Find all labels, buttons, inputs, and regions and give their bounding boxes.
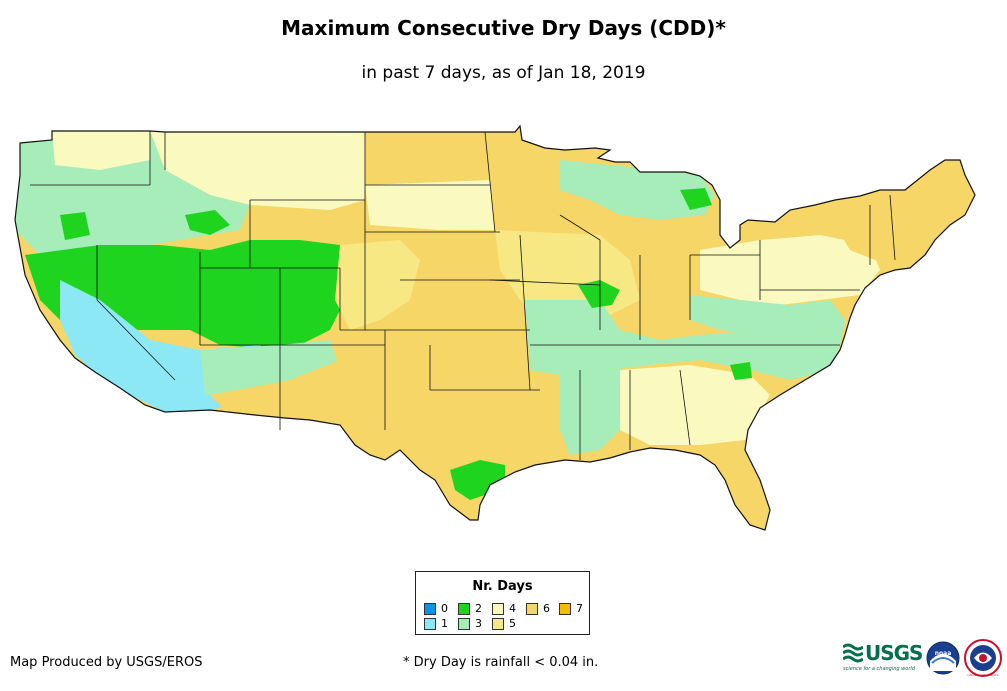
agency-logos: USGS science for a changing world noaa n…	[843, 637, 1003, 681]
noaa-logo-text: noaa	[935, 650, 952, 657]
legend-swatch-2	[458, 603, 470, 615]
noaa-logo-icon: noaa	[926, 641, 960, 675]
legend-swatch-6	[526, 603, 538, 615]
credit-text: Map Produced by USGS/EROS	[10, 655, 203, 670]
legend-title: Nr. Days	[472, 579, 533, 594]
legend-swatch-1	[424, 618, 436, 630]
usgs-logo-icon	[843, 643, 863, 663]
footnote-text: * Dry Day is rainfall < 0.04 in.	[403, 655, 599, 670]
usgs-tagline: science for a changing world	[843, 666, 915, 672]
legend-swatch-3	[458, 618, 470, 630]
legend-label-0: 0	[441, 602, 448, 615]
legend-label-2: 2	[475, 602, 482, 615]
legend-label-5: 5	[509, 617, 516, 630]
nws-logo-text: national weather service	[968, 673, 999, 677]
legend-label-1: 1	[441, 617, 448, 630]
legend-label-7: 7	[576, 602, 583, 615]
legend-label-4: 4	[509, 602, 516, 615]
legend-swatch-7	[559, 603, 571, 615]
legend-swatch-0	[424, 603, 436, 615]
us-dry-days-map	[14, 125, 976, 531]
legend-swatch-4	[492, 603, 504, 615]
legend: Nr. Days 0 1 2 3 4 5 6 7	[415, 571, 590, 635]
usgs-logo-text: USGS	[865, 641, 923, 665]
nws-logo-icon: national weather service	[964, 639, 1002, 677]
legend-label-6: 6	[543, 602, 550, 615]
map-title: Maximum Consecutive Dry Days (CDD)*	[281, 16, 726, 40]
legend-label-3: 3	[475, 617, 482, 630]
legend-swatch-5	[492, 618, 504, 630]
map-subtitle: in past 7 days, as of Jan 18, 2019	[361, 63, 646, 83]
